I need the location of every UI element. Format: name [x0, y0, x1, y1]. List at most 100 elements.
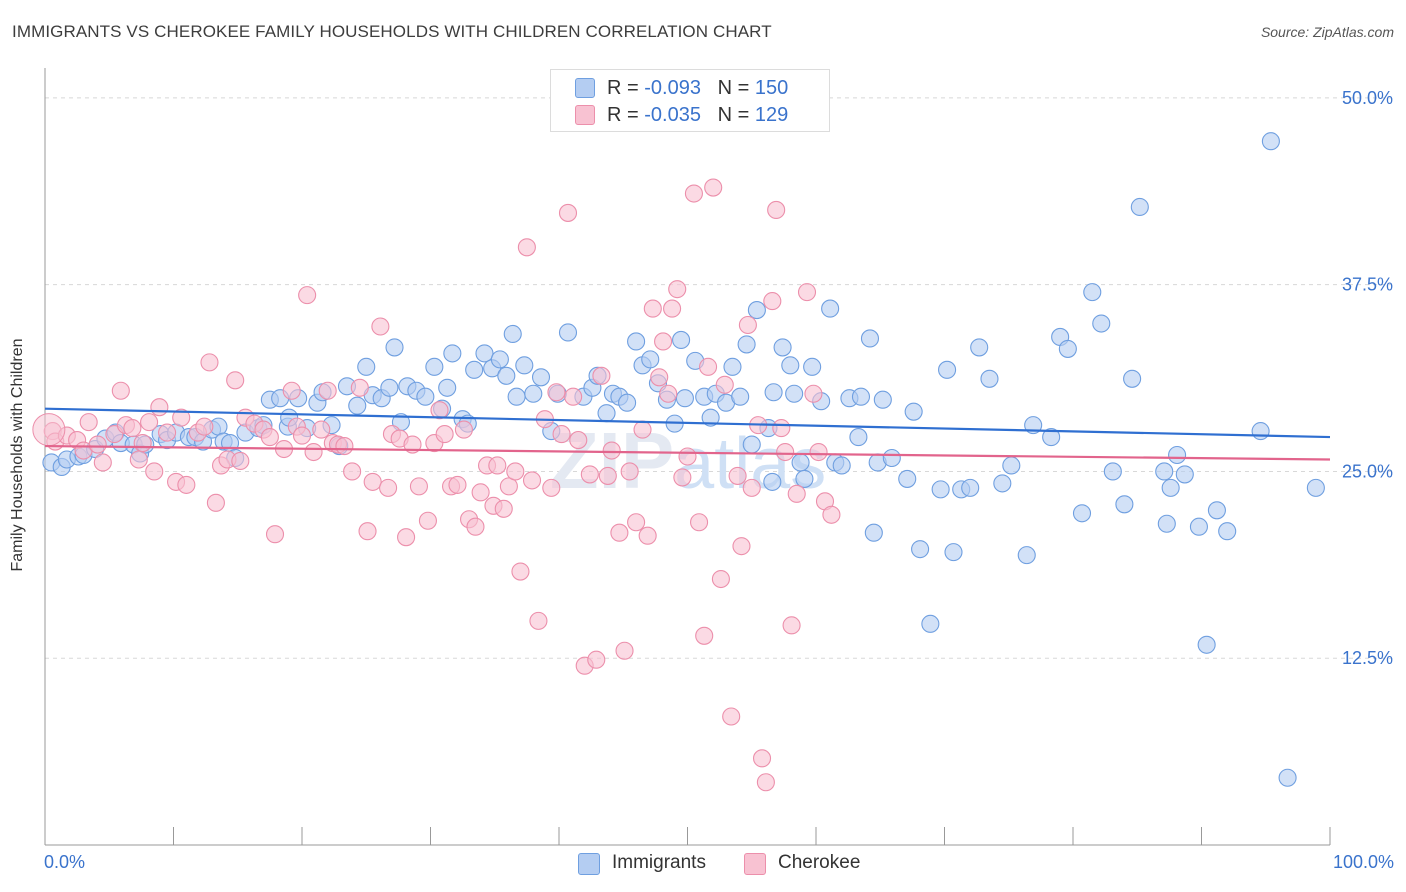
- cherokee-point: [140, 413, 159, 432]
- cherokee-point: [206, 493, 225, 512]
- immigrants-point: [1157, 514, 1176, 533]
- cherokee-point: [172, 408, 191, 427]
- cherokee-point: [711, 569, 730, 589]
- immigrants-point: [832, 456, 851, 475]
- immigrants-point: [873, 390, 892, 409]
- immigrants-point: [803, 357, 822, 376]
- cherokee-point: [738, 315, 757, 335]
- cherokee-point: [569, 431, 588, 450]
- immigrants-legend-swatch: [578, 853, 600, 875]
- cherokee-point: [129, 450, 148, 469]
- cherokee-point: [580, 465, 599, 484]
- cherokee-point: [643, 299, 662, 318]
- cherokee-point: [678, 447, 697, 466]
- immigrants-point: [1251, 422, 1270, 441]
- cherokee-point: [673, 468, 692, 487]
- immigrants-point: [970, 338, 989, 357]
- immigrants-point: [1197, 635, 1216, 654]
- immigrants-point: [731, 387, 750, 406]
- immigrants-point: [443, 344, 462, 363]
- cherokee-point: [158, 423, 177, 442]
- cherokee-point: [448, 475, 467, 494]
- legend-r-value: -0.093: [644, 77, 701, 99]
- y-tick-label: 50.0%: [1342, 88, 1393, 108]
- cherokee-legend-swatch: [744, 853, 766, 875]
- cherokee-point: [776, 442, 795, 462]
- immigrants-point: [490, 350, 509, 369]
- cherokee-point: [592, 366, 611, 385]
- immigrants-point: [1072, 504, 1092, 523]
- cherokee-point: [350, 378, 369, 397]
- chart-title: IMMIGRANTS VS CHEROKEE FAMILY HOUSEHOLDS…: [12, 22, 772, 41]
- cherokee-point: [145, 462, 164, 481]
- immigrants-point: [821, 299, 840, 318]
- immigrants-point: [672, 330, 691, 350]
- cherokee-point: [797, 283, 817, 302]
- immigrants-point: [1218, 522, 1237, 541]
- immigrants-point: [851, 387, 871, 406]
- immigrants-point: [497, 366, 516, 385]
- cherokee-point: [752, 749, 772, 768]
- immigrants-point: [898, 469, 917, 488]
- cherokee-point: [371, 317, 390, 336]
- cherokee-point: [488, 456, 507, 475]
- cherokee-point: [804, 384, 823, 403]
- cherokee-point: [79, 413, 98, 432]
- cherokee-point: [772, 419, 791, 438]
- immigrants-point: [1130, 197, 1149, 217]
- cherokee-point: [200, 353, 219, 372]
- cherokee-point: [226, 371, 245, 390]
- legend-r-label: R =: [607, 77, 645, 99]
- y-tick-label: 25.0%: [1342, 461, 1393, 481]
- cherokee-point: [756, 773, 775, 792]
- cherokee-point: [260, 428, 279, 447]
- cherokee-point: [343, 462, 362, 481]
- cherokee-point: [822, 505, 841, 524]
- legend-r-value: -0.035: [644, 104, 701, 126]
- immigrants-point: [1058, 339, 1077, 358]
- y-tick-label: 12.5%: [1342, 648, 1393, 668]
- immigrants-point: [558, 323, 578, 342]
- cherokee-point: [494, 499, 513, 518]
- immigrants-point: [438, 378, 457, 397]
- immigrants-point: [503, 324, 522, 344]
- immigrants-point: [921, 614, 940, 633]
- immigrants-point: [785, 384, 804, 403]
- immigrants-point: [618, 393, 637, 412]
- cherokee-point: [722, 707, 741, 726]
- cherokee-point: [715, 375, 734, 394]
- cherokee-point: [454, 420, 473, 439]
- cherokee-point: [659, 384, 678, 403]
- immigrants-point: [747, 301, 766, 320]
- cherokee-point: [695, 626, 714, 645]
- immigrants-point: [791, 453, 810, 472]
- cherokee-point: [638, 526, 657, 545]
- cherokee-point: [699, 357, 718, 376]
- immigrants-point: [742, 435, 761, 454]
- cherokee-point: [809, 442, 828, 462]
- immigrants-point: [904, 402, 923, 421]
- immigrants-swatch: [575, 78, 595, 98]
- immigrants-point: [1306, 478, 1325, 497]
- cherokee-point: [88, 435, 107, 454]
- immigrants-point: [931, 480, 950, 499]
- cherokee-point: [335, 436, 354, 456]
- cherokee-point: [231, 451, 250, 471]
- legend-n-value: 150: [754, 77, 789, 99]
- cherokee-point: [304, 442, 323, 462]
- cherokee-point: [668, 280, 687, 299]
- immigrants-point: [507, 387, 526, 406]
- cherokee-point: [150, 398, 169, 417]
- cherokee-point: [506, 462, 525, 481]
- cherokee-point: [529, 611, 548, 630]
- immigrants-point: [773, 338, 792, 357]
- cherokee-point: [111, 381, 130, 400]
- cherokee-point: [298, 286, 317, 305]
- immigrants-point: [781, 356, 800, 375]
- cherokee-point: [265, 525, 285, 544]
- x-tick-right: 100.0%: [1332, 852, 1394, 872]
- cherokee-point: [558, 203, 578, 222]
- immigrants-point: [675, 389, 694, 408]
- immigrants-point: [860, 329, 880, 348]
